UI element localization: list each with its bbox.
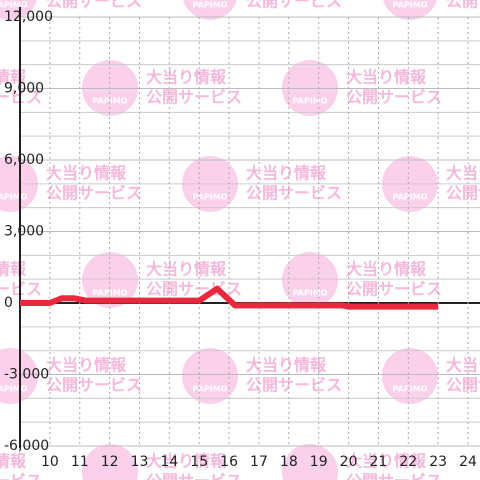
series-line: [20, 285, 439, 310]
watermark-text: 公開サービス: [446, 184, 480, 203]
watermark-text: 公開サービス: [246, 376, 342, 395]
x-tick-label: 11: [71, 454, 89, 470]
watermark-text: 公開サービス: [346, 88, 442, 107]
y-tick-label: 12,000: [4, 9, 53, 25]
watermark-logo: [182, 348, 238, 404]
y-tick-label: -3,000: [4, 367, 49, 383]
x-tick-label: 21: [370, 454, 388, 470]
watermark-text: 大当り情報: [446, 164, 480, 183]
watermark-logo: [282, 444, 338, 480]
watermark-logo: [82, 444, 138, 480]
watermark-text: 公開サービス: [246, 184, 342, 203]
watermark-text: 大当り情報: [346, 452, 427, 471]
watermark-logo-text: PAPIMO: [0, 385, 28, 394]
watermark-text: 公開サービス: [346, 280, 442, 299]
x-tick-label: 10: [41, 454, 59, 470]
y-tick-label: 9,000: [4, 81, 44, 97]
watermark-text: 大当り情報: [246, 356, 327, 375]
watermark-logo-text: PAPIMO: [93, 97, 128, 106]
watermark-logo: [183, 0, 237, 20]
watermark-text: 大当り情報: [346, 260, 427, 279]
watermark-logo-text: PAPIMO: [293, 97, 328, 106]
watermark-text: 公開サービス: [146, 280, 242, 299]
watermark-text: 公開サービス: [0, 88, 42, 107]
watermark-text: 公開サービス: [46, 0, 142, 11]
watermark-text: 大当り情報: [0, 260, 27, 279]
watermark-text: 大当り情報: [46, 164, 127, 183]
watermark-logo-text: PAPIMO: [393, 385, 428, 394]
watermark-logo: [0, 156, 38, 212]
watermark-text: 大当り情報: [146, 260, 227, 279]
x-tick-label: 22: [399, 454, 417, 470]
x-tick-label: 13: [131, 454, 149, 470]
watermark-text: 公開サービス: [0, 472, 42, 480]
x-tick-label: 19: [310, 454, 328, 470]
y-tick-label: 6,000: [4, 152, 44, 168]
watermark-logo-text: PAPIMO: [193, 385, 228, 394]
x-tick-label: 16: [220, 454, 238, 470]
watermark-text: 公開サービス: [146, 472, 242, 480]
x-tick-label: 24: [459, 454, 477, 470]
watermark-text: 大当り情報: [0, 452, 27, 471]
watermark-text: 大当り情報: [146, 452, 227, 471]
x-tick-label: 17: [250, 454, 268, 470]
watermark-logo-text: PAPIMO: [0, 193, 28, 202]
watermark-logo: [383, 0, 437, 20]
watermark-logo: [0, 0, 37, 20]
x-tick-label: 20: [340, 454, 358, 470]
watermark-logo-text: PAPIMO: [193, 193, 228, 202]
watermark-logo-text: PAPIMO: [0, 1, 28, 10]
watermark-text: 大当り情報: [246, 164, 327, 183]
x-tick-label: 18: [280, 454, 298, 470]
x-tick-label: 12: [101, 454, 119, 470]
watermark-logo: [82, 252, 138, 308]
watermark-text: 大当り情報: [146, 68, 227, 87]
watermark-text: 大当り情報: [446, 356, 480, 375]
watermark-text: 公開サービス: [446, 0, 480, 11]
y-tick-label: -6,000: [4, 438, 49, 454]
watermark-text: 公開サービス: [0, 280, 42, 299]
x-tick-label: 14: [160, 454, 178, 470]
watermark-text: 大当り情報: [46, 356, 127, 375]
watermark-text: 公開サービス: [446, 376, 480, 395]
watermark-logo-text: PAPIMO: [393, 193, 428, 202]
x-tick-label: 23: [429, 454, 447, 470]
watermark-text: 公開サービス: [146, 88, 242, 107]
watermark-text: 公開サービス: [46, 184, 142, 203]
watermark-logo-text: PAPIMO: [293, 289, 328, 298]
watermark-logo-text: PAPIMO: [193, 1, 228, 10]
x-tick-label: 15: [190, 454, 208, 470]
watermark-text: 大当り情報: [346, 68, 427, 87]
watermark-text: 公開サービス: [346, 472, 442, 480]
watermark-logo: [282, 252, 338, 308]
watermark-logo: [0, 348, 38, 404]
watermark-text: 公開サービス: [46, 376, 142, 395]
y-tick-label: 3,000: [4, 224, 44, 240]
watermark-logo-text: PAPIMO: [393, 1, 428, 10]
watermark-text: 公開サービス: [246, 0, 342, 11]
y-tick-label: 0: [4, 295, 13, 311]
watermark-logo: [382, 348, 438, 404]
